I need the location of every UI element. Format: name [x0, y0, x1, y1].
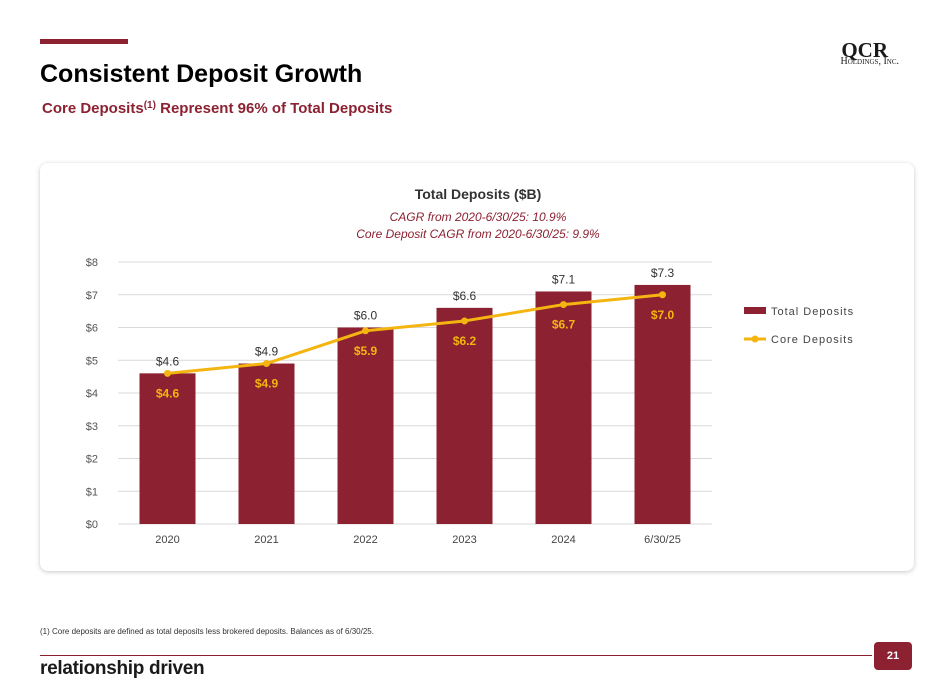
y-tick-label: $5	[86, 355, 98, 367]
x-tick-label: 2022	[353, 534, 377, 546]
chart-legend: Total Deposits Core Deposits	[744, 306, 854, 346]
bar-data-label: $4.6	[156, 354, 180, 368]
bar-data-label: $6.0	[354, 309, 378, 323]
y-tick-label: $2	[86, 454, 98, 466]
y-tick-label: $1	[86, 486, 98, 498]
core-deposits-line	[164, 291, 666, 377]
y-tick-label: $0	[86, 519, 98, 531]
bar-data-label: $6.6	[453, 289, 477, 303]
line-data-label: $6.7	[552, 318, 576, 332]
chart-card: Total Deposits ($B) CAGR from 2020-6/30/…	[40, 163, 914, 571]
legend-core-deposits-label: Core Deposits	[771, 334, 854, 346]
y-axis-ticks: $0 $1 $2 $3 $4 $5 $6 $7 $8	[86, 257, 98, 531]
footnote: (1) Core deposits are defined as total d…	[40, 627, 374, 636]
total-deposits-chart: Total Deposits ($B) CAGR from 2020-6/30/…	[86, 186, 854, 546]
footer-divider	[40, 655, 872, 656]
title-accent-bar	[40, 39, 128, 44]
core-deposits-point	[560, 301, 567, 309]
bars	[139, 284, 691, 524]
bar-total-deposits	[337, 327, 394, 524]
bar-total-deposits	[238, 363, 295, 524]
y-tick-label: $4	[86, 388, 98, 400]
bar-total-deposits	[436, 307, 493, 524]
line-data-label: $6.2	[453, 334, 477, 348]
bar-total-deposits	[535, 291, 592, 524]
line-data-label: $4.6	[156, 386, 180, 400]
line-data-label: $7.0	[651, 308, 675, 322]
legend-core-deposits-marker	[751, 335, 759, 343]
page-subtitle: Core Deposits(1) Represent 96% of Total …	[42, 100, 392, 117]
x-tick-label: 6/30/25	[644, 534, 681, 546]
core-deposits-point	[659, 291, 666, 299]
gridlines	[118, 261, 712, 525]
core-deposits-point	[263, 360, 270, 368]
chart-cagr-total: CAGR from 2020-6/30/25: 10.9%	[390, 210, 567, 224]
y-tick-label: $8	[86, 257, 98, 269]
y-tick-label: $3	[86, 421, 98, 433]
bar-data-label: $7.1	[552, 272, 576, 286]
x-tick-label: 2024	[551, 534, 575, 546]
chart-title-group: Total Deposits ($B) CAGR from 2020-6/30/…	[356, 186, 600, 241]
company-logo: QCR Holdings, Inc.	[820, 38, 902, 68]
legend-total-deposits-swatch	[744, 307, 766, 314]
y-tick-label: $6	[86, 323, 98, 335]
subtitle-prefix: Core Deposits	[42, 100, 144, 117]
x-axis-ticks: 2020 2021 2022 2023 2024 6/30/25	[155, 534, 681, 546]
page-title: Consistent Deposit Growth	[40, 60, 363, 88]
y-tick-label: $7	[86, 290, 98, 302]
tagline: relationship driven	[40, 658, 205, 679]
subtitle-suffix: Represent 96% of Total Deposits	[155, 100, 393, 117]
page-number-badge: 21	[874, 642, 912, 670]
bar-total-deposits	[139, 373, 196, 524]
legend-total-deposits-label: Total Deposits	[771, 306, 854, 318]
x-tick-label: 2020	[155, 534, 179, 546]
line-data-label: $4.9	[255, 377, 279, 391]
line-data-label: $5.9	[354, 344, 378, 358]
core-deposits-line-path	[167, 293, 663, 375]
core-deposits-point	[461, 317, 468, 325]
bar-total-deposits	[634, 284, 691, 524]
core-deposits-point	[362, 327, 369, 335]
x-tick-label: 2021	[254, 534, 278, 546]
bar-data-label: $7.3	[651, 266, 675, 280]
data-labels: $4.6 $4.9 $6.0 $6.6 $7.1 $7.3 $4.6 $4.9 $5.9 $6.2…	[156, 266, 675, 400]
chart-cagr-core: Core Deposit CAGR from 2020-6/30/25: 9.9…	[356, 227, 600, 241]
core-deposits-point	[164, 369, 171, 377]
bar-data-label: $4.9	[255, 345, 279, 359]
x-tick-label: 2023	[452, 534, 476, 546]
logo-wordmark: Holdings, Inc.	[840, 56, 900, 67]
subtitle-footnote-ref: (1)	[143, 100, 156, 111]
chart-title: Total Deposits ($B)	[415, 186, 542, 202]
logo-mark: QCR	[841, 38, 888, 62]
